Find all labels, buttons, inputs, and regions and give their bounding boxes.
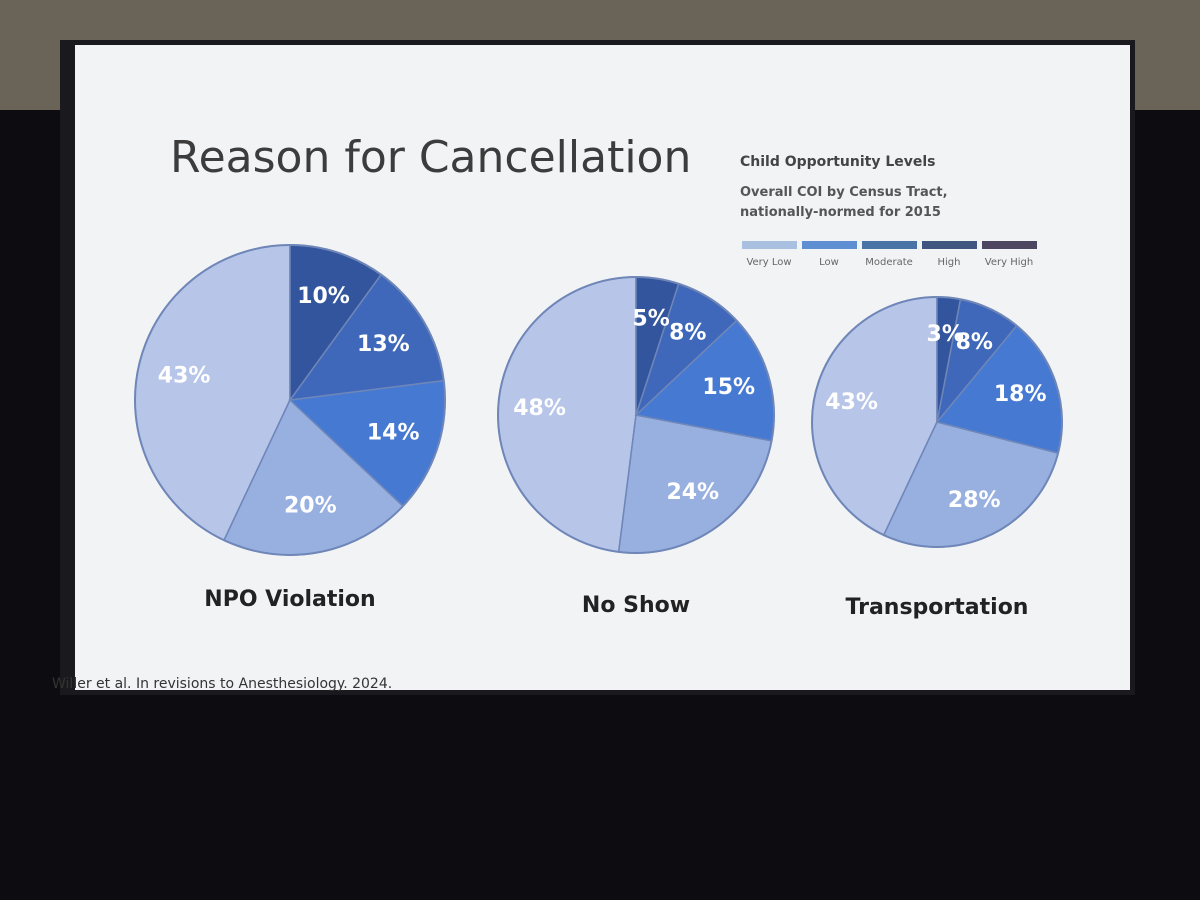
- legend-title: Child Opportunity Levels: [740, 154, 936, 170]
- legend-subtitle: Overall COI by Census Tract, nationally-…: [740, 185, 948, 220]
- pie-title: NPO Violation: [204, 587, 375, 612]
- slice-label: 20%: [284, 494, 337, 519]
- slice-label: 13%: [357, 332, 410, 357]
- legend-swatch: [802, 241, 857, 249]
- slice-label: 28%: [948, 488, 1001, 513]
- slice-label: 8%: [956, 330, 993, 355]
- pie-title: Transportation: [846, 595, 1029, 620]
- slide-title: Reason for Cancellation: [170, 132, 691, 183]
- slice-label: 43%: [158, 363, 211, 388]
- legend-label: Very High: [985, 257, 1033, 268]
- slice-label: 5%: [632, 307, 669, 332]
- slice-label: 3%: [927, 322, 964, 347]
- slice-label: 24%: [666, 480, 719, 505]
- slice-label: 15%: [702, 375, 755, 400]
- pie-title: No Show: [582, 593, 690, 618]
- citation: Willer et al. In revisions to Anesthesio…: [52, 676, 392, 692]
- legend-swatch: [742, 241, 797, 249]
- legend-swatch: [982, 241, 1037, 249]
- slice-label: 8%: [669, 320, 706, 345]
- slice-label: 10%: [297, 284, 350, 309]
- pie-outline: [134, 244, 446, 556]
- pie-outline: [811, 296, 1063, 548]
- legend-label: High: [938, 257, 961, 268]
- legend-swatch: [862, 241, 917, 249]
- slice-label: 14%: [367, 421, 420, 446]
- legend-label: Very Low: [746, 257, 791, 268]
- slice-label: 18%: [994, 382, 1047, 407]
- legend-label: Low: [819, 257, 839, 268]
- legend-label: Moderate: [865, 257, 913, 268]
- slice-label: 43%: [825, 390, 878, 415]
- slice-label: 48%: [513, 396, 566, 421]
- legend-swatch: [922, 241, 977, 249]
- pie-outline: [497, 276, 775, 554]
